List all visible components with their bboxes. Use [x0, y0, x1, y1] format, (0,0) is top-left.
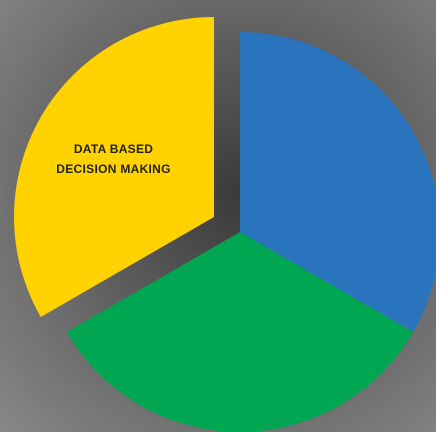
chart: DATA BASED DECISION MAKING [0, 0, 436, 432]
pie-chart [0, 0, 436, 432]
slice-label: DATA BASED DECISION MAKING [44, 139, 184, 179]
